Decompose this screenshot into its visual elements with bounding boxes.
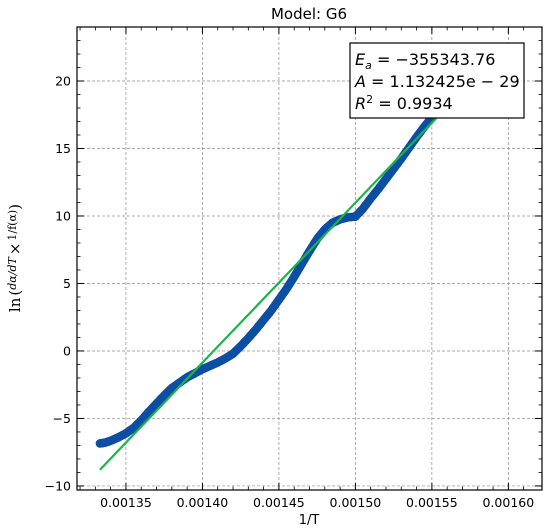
x-tick-label: 0.00160 (482, 495, 534, 510)
y-tick-label: 15 (55, 141, 71, 156)
annotation-line: R2 = 0.9934 (355, 93, 453, 113)
annotation-line: A = 1.132425e − 29 (354, 72, 520, 91)
x-tick-label: 0.00135 (100, 495, 152, 510)
axis-ticks (77, 26, 542, 490)
y-tick-label: 20 (55, 73, 71, 88)
annotation-value: = 0.9934 (373, 94, 453, 113)
chart-title: Model: G6 (271, 5, 347, 23)
annotation-line: Ea = −355343.76 (355, 50, 495, 72)
x-tick-labels: 0.00135 0.00140 0.00145 0.00150 0.00155 0.001… (100, 495, 534, 510)
y-tick-label: −5 (53, 411, 71, 426)
annotation-symbol: A (354, 72, 366, 91)
x-axis-label: 1/T (299, 513, 320, 528)
annotation-symbol: R (355, 94, 366, 113)
y-axis-label: ln(dα/dT×1/f(α)) (6, 204, 24, 312)
annotation-frame (349, 42, 525, 119)
y-tick-label: −10 (45, 478, 71, 493)
x-tick-label: 0.00145 (253, 495, 305, 510)
y-tick-label: 0 (63, 343, 71, 358)
y-axis-label-text: ln(dα/dT×1/f(α)) (6, 204, 24, 312)
x-tick-label: 0.00140 (177, 495, 229, 510)
y-tick-label: 5 (63, 276, 71, 291)
y-tick-label: 10 (55, 208, 71, 223)
x-tick-label: 0.00155 (406, 495, 458, 510)
annotation-symbol: E (355, 50, 366, 69)
fit-line (99, 109, 445, 471)
annotation-subscript: a (365, 59, 372, 72)
annotation-value: = −355343.76 (372, 50, 496, 69)
annotation-superscript: 2 (366, 93, 373, 106)
data-points (95, 105, 445, 471)
x-tick-label: 0.00150 (330, 495, 382, 510)
y-tick-labels: −10 −5 0 5 10 15 20 (45, 73, 71, 493)
annotation-value: = 1.132425e − 29 (366, 72, 520, 91)
